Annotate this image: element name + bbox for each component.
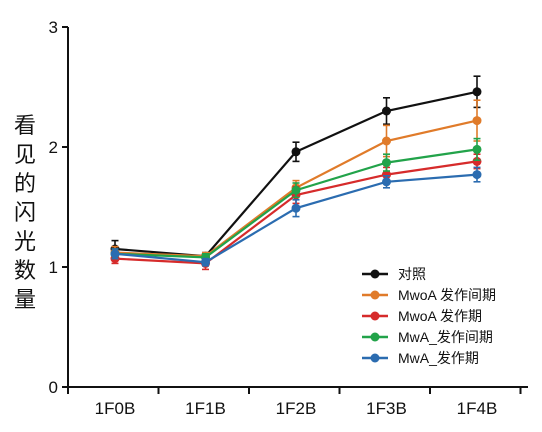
y-tick-label: 0 [49,378,58,397]
legend-label: MwA_发作期 [398,350,479,366]
y-tick-label: 1 [49,258,58,277]
data-point [382,136,391,146]
legend-swatch-marker [370,332,380,342]
data-point [472,116,482,126]
data-point [472,144,482,154]
legend-swatch-marker [370,269,380,279]
legend-swatch-marker [370,290,380,300]
legend-label: 对照 [398,266,426,282]
data-point [472,170,482,180]
data-point [472,156,482,166]
legend-swatch-marker [370,311,380,321]
data-point [291,185,301,195]
legend-swatch-marker [370,353,380,363]
y-axis-label: 看见的闪光数量 [13,114,36,313]
legend-label: MwA_发作间期 [398,329,493,345]
y-tick-label: 2 [49,138,58,157]
legend-label: MwoA 发作期 [398,308,482,324]
data-point [382,177,391,187]
data-point [472,87,482,97]
data-point [291,203,301,213]
x-tick-label: 1F3B [366,399,407,418]
x-tick-label: 1F1B [185,399,226,418]
data-point [382,170,391,180]
x-tick-label: 1F2B [276,399,317,418]
data-point [110,249,120,259]
series-line [114,90,478,258]
x-tick-label: 1F4B [457,399,498,418]
data-point [201,257,210,267]
data-point [382,106,391,116]
legend-label: MwoA 发作间期 [398,287,496,303]
x-tick-label: 1F0B [95,399,136,418]
data-point [382,158,391,168]
y-tick-label: 3 [49,18,58,37]
data-point [291,147,301,157]
